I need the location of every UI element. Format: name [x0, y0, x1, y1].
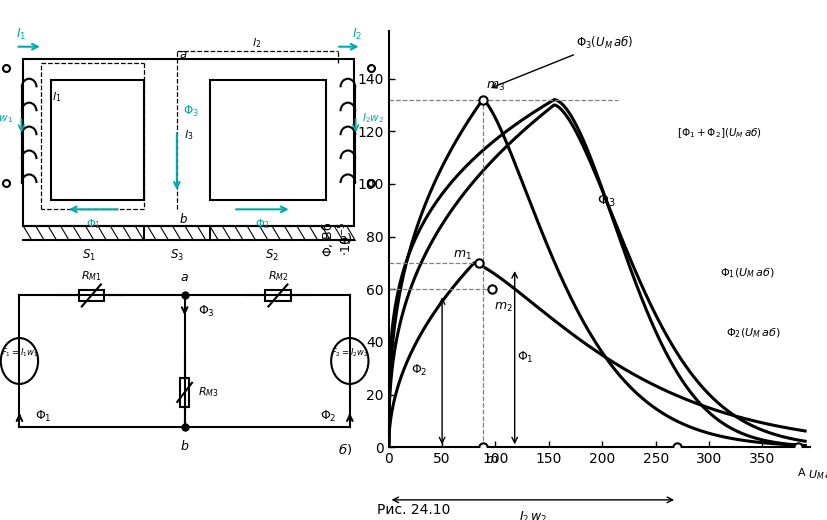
Text: $S_1$: $S_1$ [83, 248, 97, 263]
Text: $I_2\,w_2$: $I_2\,w_2$ [519, 511, 547, 520]
Text: $m_2$: $m_2$ [495, 301, 514, 315]
Text: Рис. 24.10: Рис. 24.10 [377, 503, 450, 517]
Text: $m$: $m$ [485, 453, 498, 466]
Text: A: A [797, 469, 805, 478]
Text: $S_2$: $S_2$ [265, 248, 279, 263]
Text: $l_2$: $l_2$ [252, 36, 261, 50]
Text: $I_1$: $I_1$ [17, 27, 26, 42]
Text: $\Phi_2$: $\Phi_2$ [320, 409, 337, 424]
Text: $I_2w_2$: $I_2w_2$ [362, 112, 385, 125]
Text: $\Phi_3(U_М\,аб)$: $\Phi_3(U_М\,аб)$ [492, 34, 633, 88]
Text: $R_{М3}$: $R_{М3}$ [198, 386, 219, 399]
Text: $a$: $a$ [180, 271, 189, 284]
Text: $а)$: $а)$ [337, 231, 351, 246]
Text: $\Phi_2$: $\Phi_2$ [255, 217, 270, 230]
Text: $б)$: $б)$ [337, 441, 351, 458]
Text: $b$: $b$ [179, 212, 188, 226]
Text: $\Phi_1(U_М\,аб)$: $\Phi_1(U_М\,аб)$ [719, 266, 774, 280]
Text: $R_{М2}$: $R_{М2}$ [268, 269, 288, 282]
Text: $I_1w_1$: $I_1w_1$ [0, 112, 13, 125]
Text: $\Phi_3$: $\Phi_3$ [183, 103, 198, 119]
Text: $[\Phi_1+\Phi_2](U_М\,аб)$: $[\Phi_1+\Phi_2](U_М\,аб)$ [677, 126, 762, 140]
Text: $R_{М1}$: $R_{М1}$ [81, 269, 102, 282]
Text: $\Phi_1$: $\Phi_1$ [517, 350, 533, 365]
Text: $b$: $b$ [180, 439, 189, 453]
Text: $m_3$: $m_3$ [485, 80, 505, 93]
Text: $\Phi_3$: $\Phi_3$ [198, 304, 215, 319]
Text: $F_1=I_1w_1$: $F_1=I_1w_1$ [1, 347, 38, 359]
Text: $l_1$: $l_1$ [52, 90, 61, 104]
Text: $U_М\,аб$: $U_М\,аб$ [808, 469, 827, 482]
Text: $l_3$: $l_3$ [184, 128, 194, 142]
Y-axis label: $\Phi$, Вб
$\cdot 10^{-5}$: $\Phi$, Вб $\cdot 10^{-5}$ [319, 222, 355, 257]
Text: $\Phi_1$: $\Phi_1$ [86, 217, 101, 230]
Text: $S_3$: $S_3$ [170, 248, 184, 263]
Text: $\Phi_2$: $\Phi_2$ [410, 363, 427, 379]
Text: $I_2$: $I_2$ [352, 27, 363, 42]
Text: $\Phi_2(U_М\,аб)$: $\Phi_2(U_М\,аб)$ [726, 327, 781, 341]
Text: $a$: $a$ [179, 48, 187, 61]
Text: $\Phi_3$: $\Phi_3$ [597, 193, 615, 210]
Text: $m_1$: $m_1$ [452, 249, 471, 262]
Text: $\Phi_1$: $\Phi_1$ [35, 409, 51, 424]
Text: $F_2=I_2w_2$: $F_2=I_2w_2$ [331, 347, 369, 359]
